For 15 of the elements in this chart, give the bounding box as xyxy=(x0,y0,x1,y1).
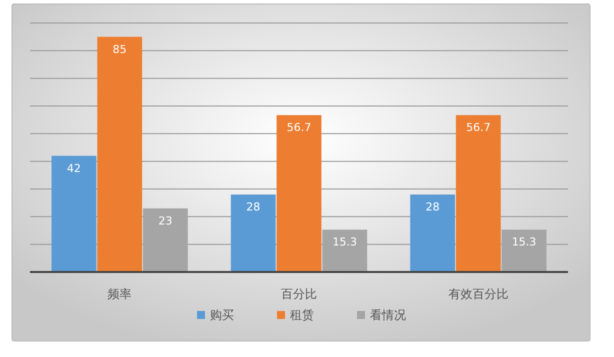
data-label: 28 xyxy=(246,200,260,214)
data-label: 15.3 xyxy=(332,236,357,249)
data-label: 15.3 xyxy=(512,236,536,249)
x-tick-label: 有效百分比 xyxy=(448,287,508,301)
data-label: 56.7 xyxy=(286,121,312,134)
legend-label: 购买 xyxy=(210,308,234,322)
x-tick-label: 频率 xyxy=(108,287,132,301)
x-tick-label: 百分比 xyxy=(281,287,317,301)
data-label: 42 xyxy=(66,162,81,175)
data-label: 23 xyxy=(158,214,172,228)
data-label: 85 xyxy=(112,42,127,56)
data-label: 28 xyxy=(426,200,440,214)
legend-label: 租赁 xyxy=(290,308,314,322)
legend-label: 看情况 xyxy=(370,308,406,322)
data-label: 56.7 xyxy=(466,121,491,134)
